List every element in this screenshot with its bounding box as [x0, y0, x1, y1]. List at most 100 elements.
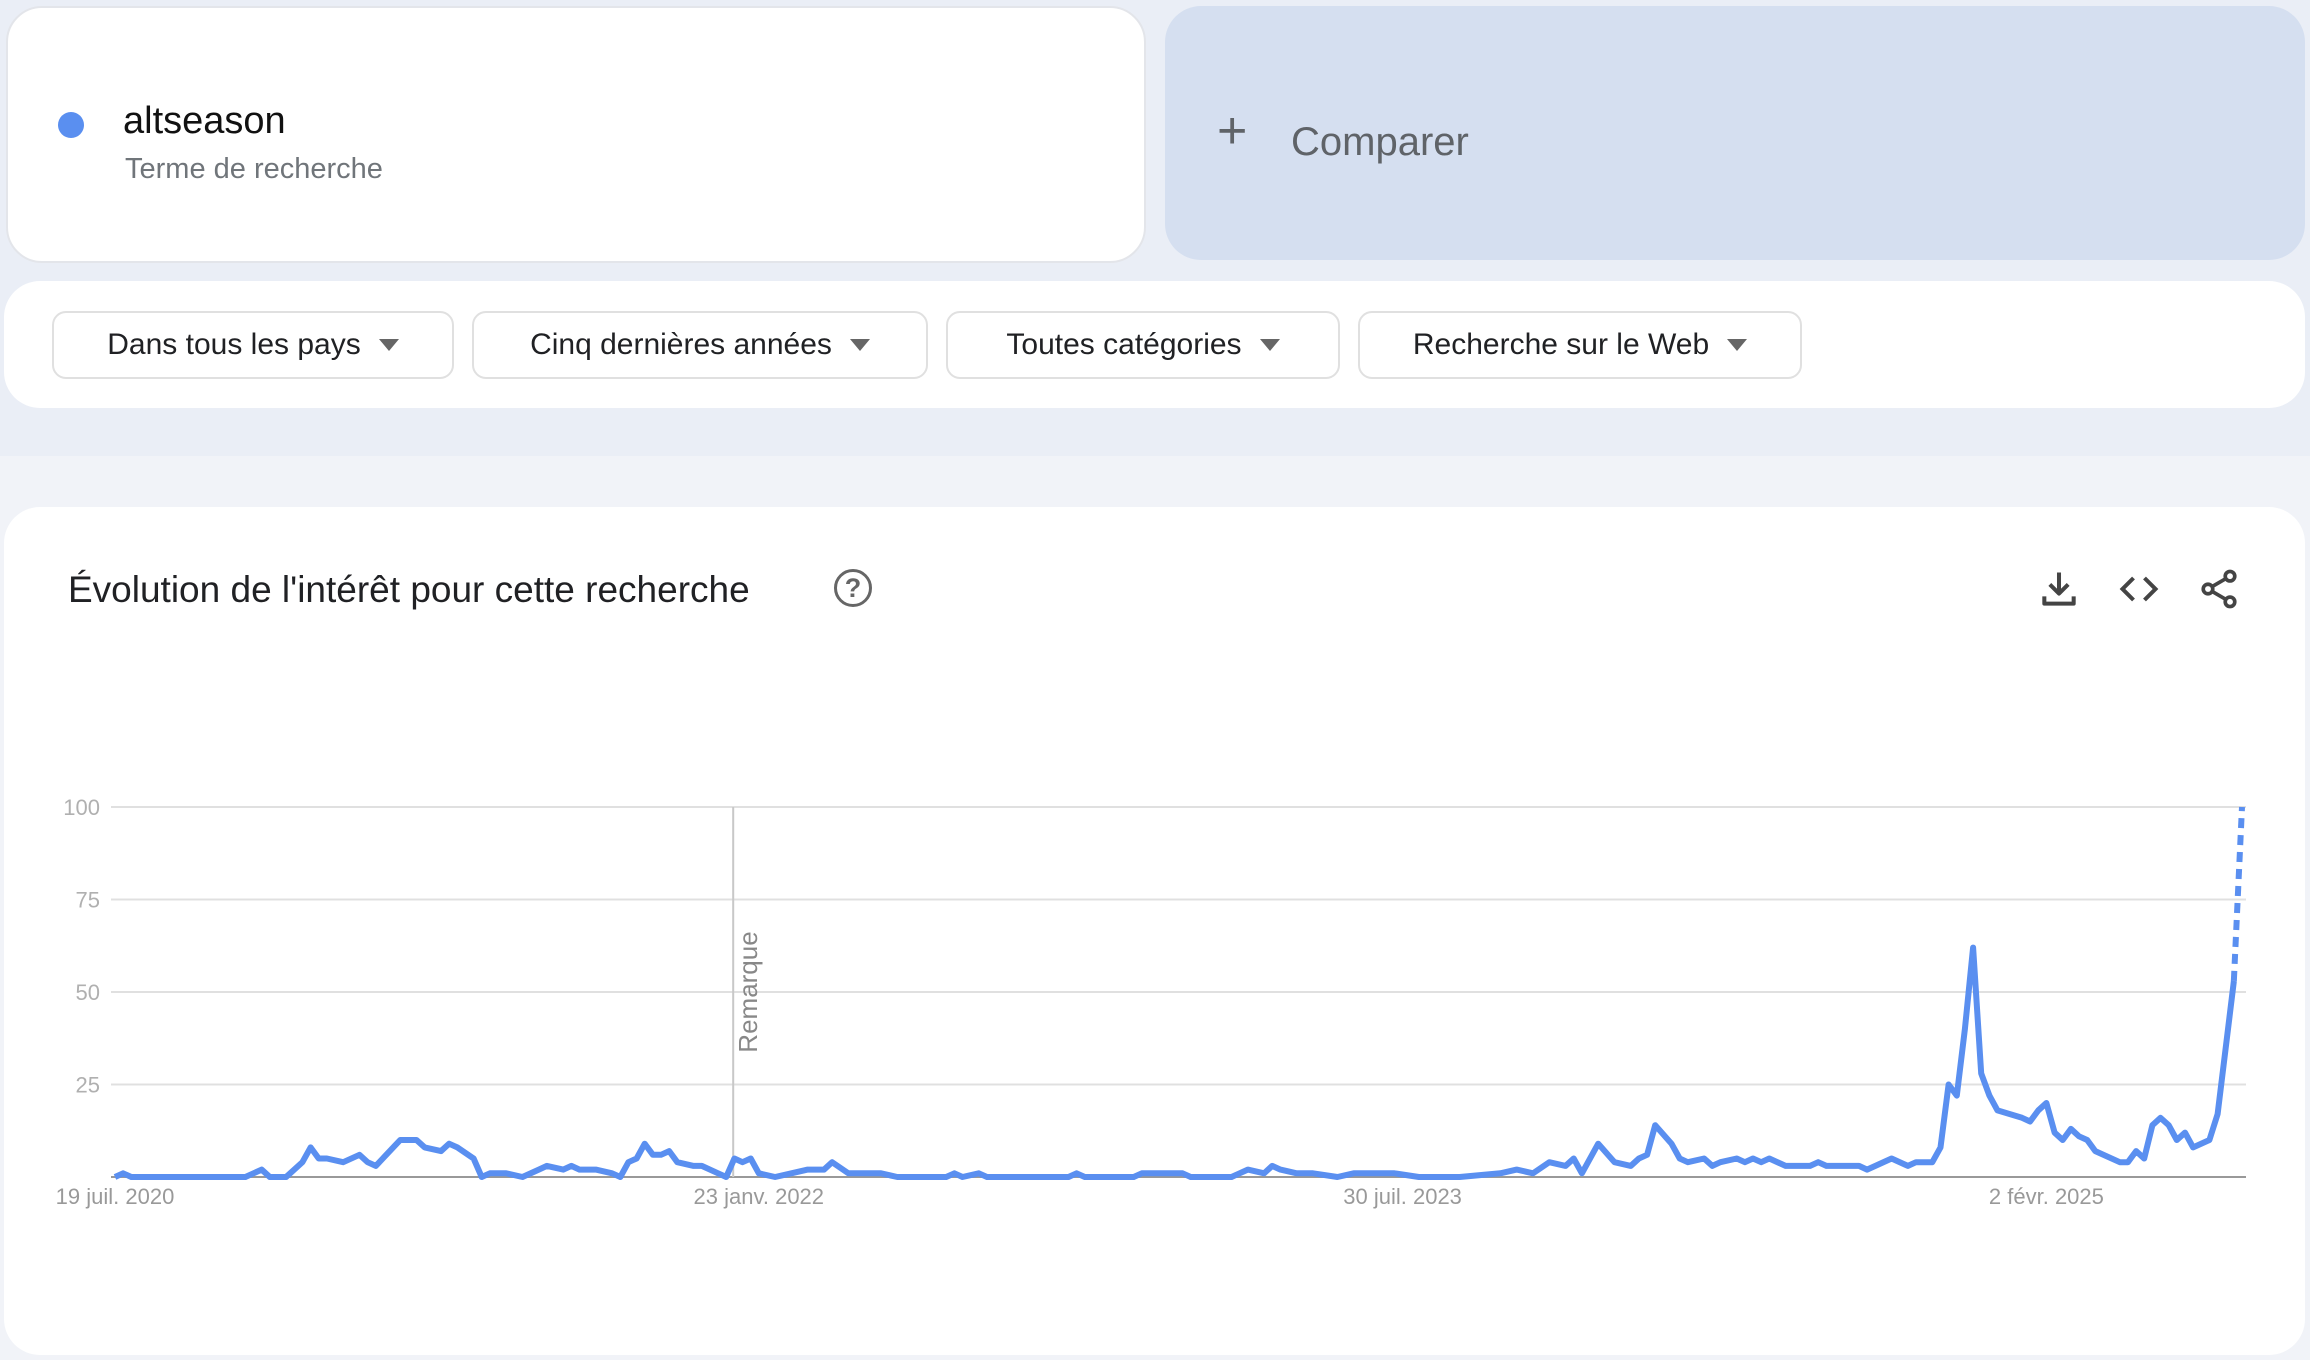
- data-point[interactable]: [1701, 1156, 1707, 1162]
- data-point[interactable]: [519, 1174, 525, 1180]
- data-point[interactable]: [1497, 1170, 1503, 1176]
- data-point[interactable]: [1758, 1159, 1764, 1165]
- data-point[interactable]: [1750, 1156, 1756, 1162]
- data-point[interactable]: [1970, 945, 1976, 951]
- data-point[interactable]: [1742, 1159, 1748, 1165]
- search-term-name[interactable]: altseason: [123, 100, 286, 142]
- data-point[interactable]: [731, 1156, 737, 1162]
- data-point[interactable]: [1155, 1170, 1161, 1176]
- data-point[interactable]: [593, 1167, 599, 1173]
- data-point[interactable]: [748, 1156, 754, 1162]
- data-point[interactable]: [821, 1167, 827, 1173]
- data-point[interactable]: [1734, 1156, 1740, 1162]
- data-point[interactable]: [568, 1163, 574, 1169]
- data-point[interactable]: [1074, 1170, 1080, 1176]
- data-point[interactable]: [1929, 1159, 1935, 1165]
- data-point[interactable]: [625, 1159, 631, 1165]
- data-point[interactable]: [112, 1174, 118, 1180]
- data-point[interactable]: [1416, 1174, 1422, 1180]
- data-point[interactable]: [691, 1163, 697, 1169]
- data-point[interactable]: [242, 1174, 248, 1180]
- data-point[interactable]: [1995, 1107, 2001, 1113]
- data-point[interactable]: [2182, 1130, 2188, 1136]
- data-point[interactable]: [1636, 1156, 1642, 1162]
- data-point[interactable]: [2060, 1137, 2066, 1143]
- data-point[interactable]: [422, 1144, 428, 1150]
- data-point[interactable]: [2133, 1148, 2139, 1154]
- data-point[interactable]: [1139, 1170, 1145, 1176]
- data-point[interactable]: [829, 1159, 835, 1165]
- data-point[interactable]: [299, 1159, 305, 1165]
- data-point[interactable]: [414, 1137, 420, 1143]
- data-point[interactable]: [536, 1167, 542, 1173]
- data-point[interactable]: [1571, 1156, 1577, 1162]
- data-point[interactable]: [1351, 1170, 1357, 1176]
- data-point[interactable]: [120, 1170, 126, 1176]
- data-point[interactable]: [674, 1159, 680, 1165]
- data-point[interactable]: [1334, 1174, 1340, 1180]
- data-point[interactable]: [1563, 1163, 1569, 1169]
- data-point[interactable]: [609, 1170, 615, 1176]
- data-point[interactable]: [740, 1159, 746, 1165]
- data-point[interactable]: [487, 1170, 493, 1176]
- filter-time-range-dropdown[interactable]: Cinq dernières années: [472, 311, 928, 379]
- data-point[interactable]: [397, 1137, 403, 1143]
- data-point[interactable]: [1546, 1159, 1552, 1165]
- share-icon[interactable]: [2197, 567, 2241, 611]
- data-point[interactable]: [650, 1152, 656, 1158]
- data-point[interactable]: [2206, 1137, 2212, 1143]
- data-point[interactable]: [666, 1148, 672, 1154]
- data-point[interactable]: [1913, 1159, 1919, 1165]
- data-point[interactable]: [1889, 1156, 1895, 1162]
- data-point[interactable]: [2043, 1100, 2049, 1106]
- data-point[interactable]: [1245, 1167, 1251, 1173]
- data-point[interactable]: [894, 1174, 900, 1180]
- compare-button[interactable]: + Comparer: [1165, 6, 2305, 260]
- data-point[interactable]: [878, 1170, 884, 1176]
- data-point[interactable]: [2019, 1115, 2025, 1121]
- data-point[interactable]: [723, 1174, 729, 1180]
- data-point[interactable]: [503, 1170, 509, 1176]
- data-point[interactable]: [1946, 1082, 1952, 1088]
- data-point[interactable]: [544, 1163, 550, 1169]
- data-point[interactable]: [642, 1141, 648, 1147]
- data-point[interactable]: [1937, 1144, 1943, 1150]
- data-point[interactable]: [1310, 1170, 1316, 1176]
- data-point[interactable]: [634, 1156, 640, 1162]
- data-point[interactable]: [1391, 1170, 1397, 1176]
- data-point[interactable]: [1807, 1163, 1813, 1169]
- data-point[interactable]: [1131, 1174, 1137, 1180]
- data-point[interactable]: [2166, 1122, 2172, 1128]
- data-point[interactable]: [1669, 1141, 1675, 1147]
- data-point[interactable]: [2035, 1107, 2041, 1113]
- data-point[interactable]: [1595, 1141, 1601, 1147]
- data-point[interactable]: [2141, 1156, 2147, 1162]
- data-point[interactable]: [1228, 1174, 1234, 1180]
- data-point[interactable]: [1180, 1170, 1186, 1176]
- data-point[interactable]: [1709, 1163, 1715, 1169]
- data-point[interactable]: [479, 1174, 485, 1180]
- data-point[interactable]: [373, 1163, 379, 1169]
- filter-region-dropdown[interactable]: Dans tous les pays: [52, 311, 454, 379]
- data-point[interactable]: [772, 1174, 778, 1180]
- data-point[interactable]: [2149, 1122, 2155, 1128]
- data-point[interactable]: [259, 1167, 265, 1173]
- data-point[interactable]: [617, 1174, 623, 1180]
- data-point[interactable]: [560, 1167, 566, 1173]
- data-point[interactable]: [340, 1159, 346, 1165]
- data-point[interactable]: [845, 1170, 851, 1176]
- data-point[interactable]: [1783, 1163, 1789, 1169]
- data-point[interactable]: [976, 1170, 982, 1176]
- data-point[interactable]: [2052, 1130, 2058, 1136]
- data-point[interactable]: [1628, 1163, 1634, 1169]
- data-point[interactable]: [454, 1144, 460, 1150]
- data-point[interactable]: [943, 1174, 949, 1180]
- data-point[interactable]: [1457, 1174, 1463, 1180]
- data-point[interactable]: [2174, 1137, 2180, 1143]
- data-point[interactable]: [438, 1148, 444, 1154]
- data-point[interactable]: [1677, 1156, 1683, 1162]
- data-point[interactable]: [2092, 1148, 2098, 1154]
- data-point[interactable]: [283, 1174, 289, 1180]
- data-point[interactable]: [2068, 1126, 2074, 1132]
- data-point[interactable]: [1188, 1174, 1194, 1180]
